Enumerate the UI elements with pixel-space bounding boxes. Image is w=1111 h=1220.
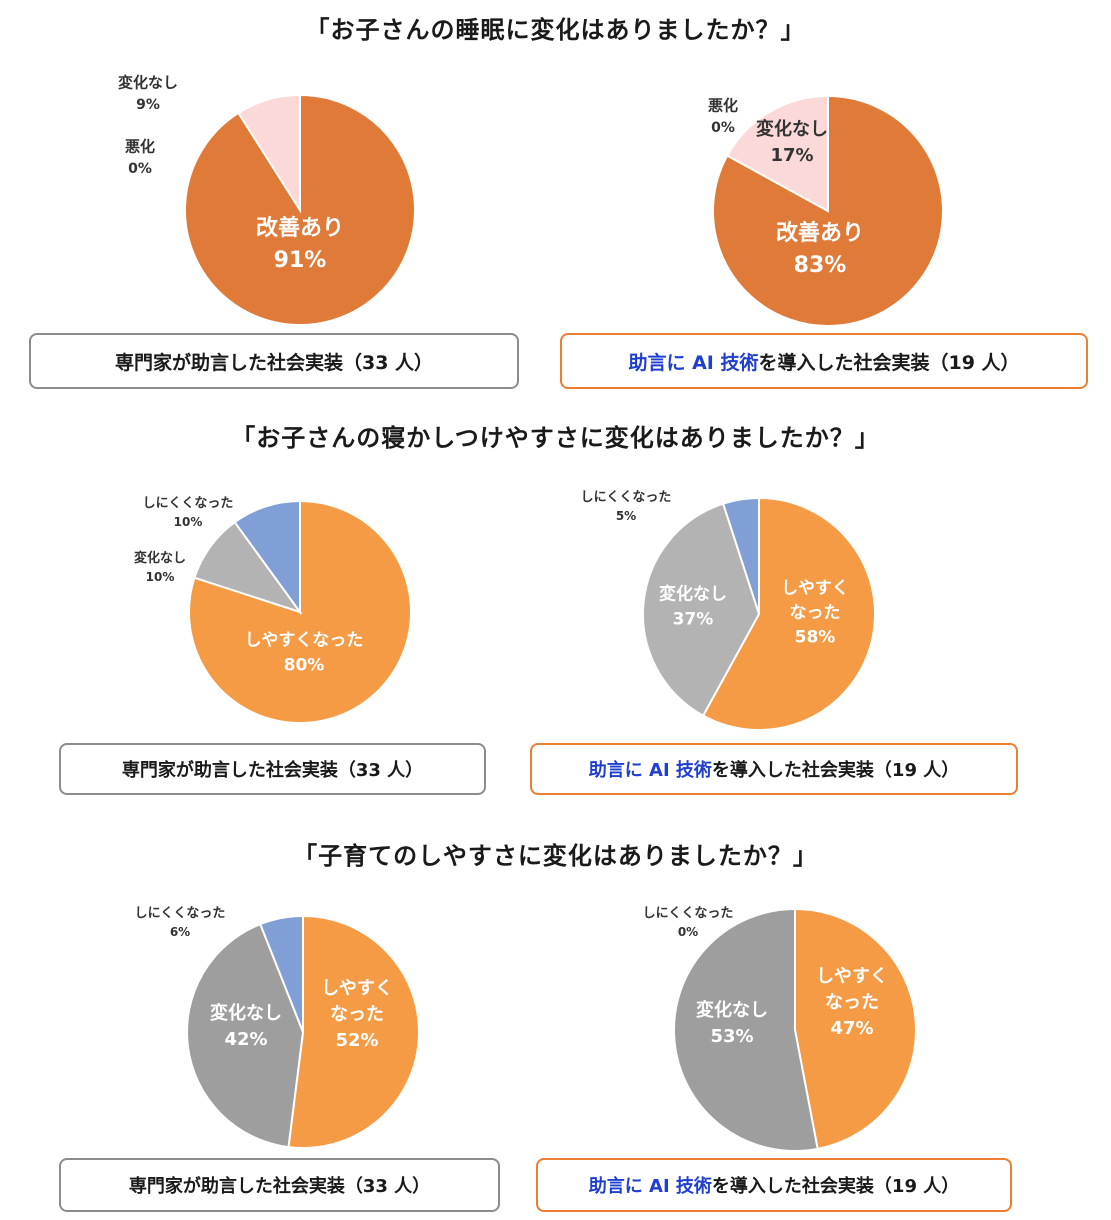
pie-value-label-変化なし: 17% — [770, 145, 813, 166]
pie-category-label-変化なし: 変化なし — [659, 584, 727, 605]
caption-expert-text: 専門家が助言した社会実装（33 人） — [114, 351, 434, 374]
caption-ai-text: を導入した社会実装（19 人） — [711, 760, 960, 781]
pie-category-label-悪化: 悪化 — [708, 97, 738, 115]
pie-slice-しやすくなった — [794, 907, 917, 1151]
pie-slice-しにくくなった — [259, 914, 304, 1033]
caption-expert-parenting: 専門家が助言した社会実装（33 人） — [59, 1158, 500, 1212]
pie-slice-しやすくなった — [287, 914, 420, 1149]
pie-category-label-変化なし: 変化なし — [756, 118, 828, 140]
pie-category-label-変化なし: 変化なし — [118, 74, 178, 92]
pie-value-label-変化なし: 9% — [136, 97, 160, 113]
pie-value-label-改善あり: 83% — [794, 253, 847, 278]
pie-chart-bedtime-expert: しやすくなった 80% 変化なし 10% しにくくなった 10% — [134, 496, 412, 724]
pie-chart-sleep-ai: 改善あり 83% 悪化 0% 変化なし 17% — [708, 94, 944, 327]
pie-category-label-しにくくなった: しにくくなった — [581, 490, 672, 505]
pie-category-label-しやすくなった: なった — [790, 603, 841, 623]
caption-expert-bedtime: 専門家が助言した社会実装（33 人） — [59, 743, 486, 795]
pie-category-label-しやすくなった: しやすく — [816, 966, 888, 987]
pie-category-label-しやすくなった: しやすく — [781, 578, 849, 598]
caption-ai-highlight: 助言に AI 技術 — [588, 1176, 712, 1197]
pie-value-label-しやすくなった: 52% — [335, 1030, 378, 1051]
pie-category-label-変化なし: 変化なし — [134, 550, 186, 566]
pie-slice-変化なし — [186, 922, 305, 1149]
pie-category-label-しやすくなった: なった — [825, 992, 879, 1013]
pie-value-label-悪化: 0% — [711, 120, 735, 136]
pie-value-label-しやすくなった: 80% — [284, 655, 325, 675]
pie-category-label-改善あり: 改善あり — [256, 215, 344, 241]
caption-expert-text: 専門家が助言した社会実装（33 人） — [128, 1176, 431, 1197]
pie-category-label-しやすくなった: しやすくなった — [245, 631, 364, 651]
caption-ai-sleep: 助言に AI 技術 を導入した社会実装（19 人） — [560, 333, 1088, 389]
pie-value-label-しやすくなった: 58% — [795, 628, 836, 648]
pie-chart-parenting-ai: しやすくなった 47% 変化なし 53% しにくくなった 0% — [643, 906, 917, 1152]
caption-expert-sleep: 専門家が助言した社会実装（33 人） — [29, 333, 519, 389]
pie-category-label-改善あり: 改善あり — [776, 220, 864, 246]
caption-expert-text: 専門家が助言した社会実装（33 人） — [121, 760, 424, 781]
pie-value-label-しにくくなった: 5% — [616, 509, 636, 523]
pie-chart-sleep-expert: 改善あり 91% 悪化 0% 変化なし 9% — [118, 74, 416, 326]
caption-ai-text: を導入した社会実装（19 人） — [758, 351, 1020, 374]
pie-value-label-改善あり: 91% — [274, 248, 327, 273]
pie-chart-bedtime-ai: しやすくなった 58% 変化なし 37% しにくくなった 5% — [581, 490, 876, 731]
pie-category-label-しにくくなった: しにくくなった — [135, 906, 226, 921]
caption-ai-highlight: 助言に AI 技術 — [628, 351, 759, 374]
pie-category-label-悪化: 悪化 — [125, 138, 155, 156]
pie-slice-変化なし — [725, 94, 829, 213]
pie-slice-変化なし — [236, 93, 301, 214]
pie-value-label-しにくくなった: 6% — [170, 925, 190, 939]
pie-category-label-しにくくなった: しにくくなった — [143, 496, 234, 511]
pie-chart-parenting-expert: しやすくなった 52% 変化なし 42% しにくくなった 6% — [135, 906, 420, 1149]
pie-category-label-しにくくなった: しにくくなった — [643, 906, 734, 921]
pie-value-label-しにくくなった: 0% — [678, 925, 698, 939]
pie-value-label-変化なし: 53% — [710, 1026, 753, 1047]
pie-value-label-悪化: 0% — [128, 161, 152, 177]
section-title-parenting: 「子育てのしやすさに変化はありましたか？」 — [293, 842, 818, 870]
caption-ai-parenting: 助言に AI 技術 を導入した社会実装（19 人） — [536, 1158, 1012, 1212]
pie-slice-しにくくなった — [233, 499, 301, 616]
pie-category-label-変化なし: 変化なし — [696, 999, 768, 1021]
pie-slice-しやすくなった — [701, 496, 876, 731]
pie-value-label-変化なし: 10% — [146, 570, 175, 584]
pie-value-label-しにくくなった: 10% — [174, 515, 203, 529]
pie-category-label-変化なし: 変化なし — [210, 1002, 282, 1024]
pie-value-label-しやすくなった: 47% — [830, 1018, 873, 1039]
section-title-sleep: 「お子さんの睡眠に変化はありましたか？」 — [305, 16, 806, 44]
pie-value-label-変化なし: 37% — [673, 609, 714, 629]
pie-slice-しにくくなった — [721, 496, 760, 615]
section-title-bedtime: 「お子さんの寝かしつけやすさに変化はありましたか？」 — [231, 424, 880, 452]
caption-ai-bedtime: 助言に AI 技術 を導入した社会実装（19 人） — [530, 743, 1018, 795]
pie-value-label-変化なし: 42% — [224, 1029, 267, 1050]
pie-slice-変化なし — [673, 907, 819, 1152]
pie-category-label-しやすくなった: しやすく — [321, 978, 393, 999]
pie-category-label-しやすくなった: なった — [330, 1004, 384, 1025]
caption-ai-highlight: 助言に AI 技術 — [588, 760, 712, 781]
pie-slice-変化なし — [642, 502, 761, 718]
caption-ai-text: を導入した社会実装（19 人） — [711, 1176, 960, 1197]
